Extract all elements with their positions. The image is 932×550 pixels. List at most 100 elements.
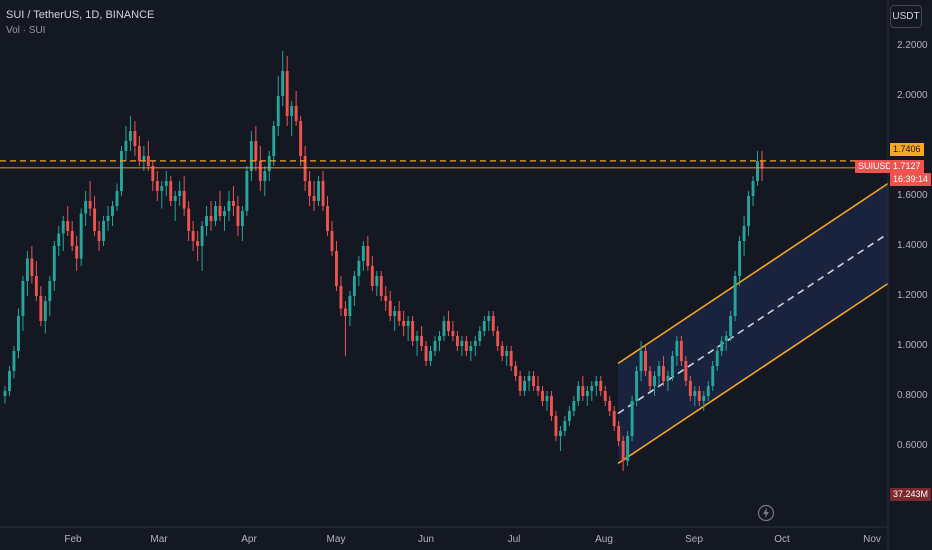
candle (509, 346, 513, 371)
candle (464, 336, 468, 356)
candle (442, 316, 446, 341)
currency-button[interactable]: USDT (890, 5, 922, 28)
symbol-title[interactable]: SUI / TetherUS, 1D, BINANCE (6, 9, 155, 21)
candle (223, 206, 226, 231)
candle (688, 376, 692, 401)
candle (388, 291, 392, 321)
candle (120, 146, 123, 196)
candle (254, 126, 258, 171)
candle (214, 201, 217, 226)
candle (653, 371, 656, 396)
candle (191, 221, 195, 251)
candle (527, 371, 531, 391)
candle (661, 356, 665, 386)
channel-lower-line[interactable] (617, 282, 889, 465)
price-tick-label: 1.0000 (897, 340, 928, 351)
candle (756, 151, 759, 186)
time-tick-label: Mar (150, 534, 168, 545)
candle (581, 376, 585, 401)
candle (281, 51, 285, 106)
candle (43, 296, 47, 334)
candle (335, 241, 338, 291)
candle (317, 176, 321, 206)
candle (178, 181, 182, 206)
candle (572, 396, 576, 416)
candle (263, 166, 267, 196)
candle (330, 221, 334, 256)
volume-legend[interactable]: Vol · SUI (6, 25, 46, 36)
candle (536, 376, 540, 396)
candle (487, 311, 491, 331)
candle (164, 171, 168, 196)
countdown-tag: 16:39:14 (890, 173, 932, 186)
candle (312, 181, 316, 211)
candle (397, 301, 401, 326)
candle (348, 291, 352, 326)
price-tick-label: 1.6000 (897, 190, 928, 201)
alert-price-tag: 1.7406 (890, 143, 924, 156)
candle (236, 196, 240, 236)
candle (657, 361, 661, 386)
candle (52, 241, 56, 291)
candle (393, 306, 397, 331)
price-tick-label: 2.2000 (897, 40, 928, 51)
candle (429, 346, 432, 366)
candle (137, 136, 141, 166)
candle (438, 331, 441, 351)
candle (294, 91, 298, 126)
candle (343, 301, 347, 356)
candle (514, 361, 518, 381)
candle (460, 336, 464, 356)
volume-tag: 37.243M (890, 488, 932, 501)
candle (321, 171, 325, 211)
candle (48, 276, 52, 316)
candle (249, 131, 253, 181)
time-tick-label: Feb (64, 534, 82, 545)
candle (115, 183, 119, 211)
candle (648, 366, 652, 391)
candle (146, 141, 150, 171)
candle (326, 196, 329, 236)
channel-upper-line[interactable] (617, 182, 889, 365)
candle (415, 331, 419, 356)
candle (505, 346, 509, 366)
candle (635, 366, 639, 406)
time-tick-label: Aug (595, 534, 613, 545)
candle (128, 116, 132, 151)
candle (258, 146, 262, 191)
candle (12, 346, 16, 379)
candle (124, 126, 128, 161)
candle (79, 208, 83, 266)
candle (231, 186, 235, 216)
candle (715, 346, 719, 371)
candle (70, 221, 74, 251)
candle (491, 311, 495, 336)
candle (151, 161, 155, 191)
candle (375, 271, 379, 296)
candle (155, 171, 159, 201)
candle (406, 316, 410, 341)
candle (187, 201, 191, 241)
candle (366, 236, 370, 271)
candle (25, 251, 29, 296)
candle (133, 121, 137, 156)
candle (747, 191, 751, 236)
candle (720, 336, 724, 356)
candle (267, 151, 271, 181)
candle (299, 116, 303, 166)
candle (290, 101, 294, 136)
candle (469, 341, 473, 361)
candle (30, 246, 34, 284)
candle (75, 236, 79, 271)
candle (576, 381, 580, 406)
candle (182, 176, 186, 216)
candle (697, 386, 701, 406)
time-tick-label: Oct (774, 534, 790, 545)
lightning-icon[interactable] (757, 504, 775, 522)
candle (541, 386, 544, 406)
candle (558, 426, 562, 451)
price-tick-label: 0.6000 (897, 440, 928, 451)
time-tick-label: May (327, 534, 346, 545)
candle (433, 336, 437, 356)
